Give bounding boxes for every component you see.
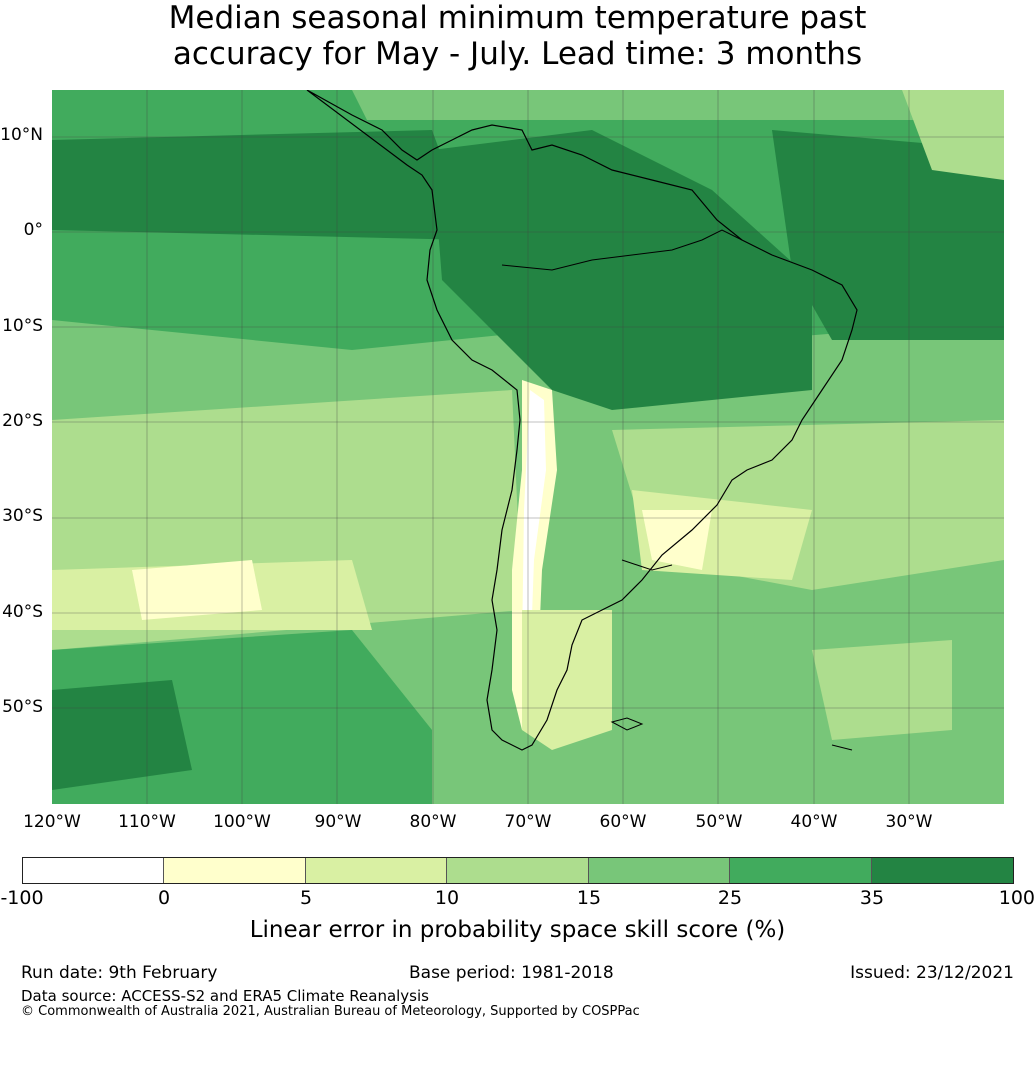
ne-light-area: [902, 90, 1004, 180]
falkland-islands: [610, 717, 644, 731]
amazon-region: [432, 130, 812, 410]
map-title: Median seasonal minimum temperature past…: [0, 0, 1035, 72]
lon-label-80w: 80°W: [409, 812, 457, 832]
lat-label-30s: 30°S: [2, 506, 43, 526]
rio-de-la-plata: [621, 559, 673, 571]
colorbar-tick-minus100: -100: [0, 887, 44, 909]
lat-label-50s: 50°S: [2, 697, 43, 717]
colorbar-segment-4: [447, 857, 589, 884]
patagonia-light: [522, 610, 612, 750]
lon-label-110w: 110°W: [118, 812, 176, 832]
lon-label-30w: 30°W: [885, 812, 933, 832]
lat-label-10s: 10°S: [2, 316, 43, 336]
south-light-east: [812, 640, 952, 740]
lat-label-0: 0°: [23, 220, 43, 240]
colorbar-segment-6: [730, 857, 872, 884]
colorbar-tick-10: 10: [434, 887, 460, 909]
lon-label-50w: 50°W: [695, 812, 743, 832]
south-georgia: [831, 744, 853, 751]
data-source: Data source: ACCESS-S2 and ERA5 Climate …: [21, 987, 429, 1005]
colorbar-segment-1: [22, 857, 164, 884]
lat-label-40s: 40°S: [2, 602, 43, 622]
colorbar-tick-100: 100: [998, 887, 1035, 909]
map-title-line2: accuracy for May - July. Lead time: 3 mo…: [172, 36, 863, 72]
lon-label-100w: 100°W: [213, 812, 271, 832]
atlantic-core: [772, 130, 1004, 340]
pale-zone-central: [132, 560, 262, 620]
colorbar-segment-3: [306, 857, 447, 884]
skill-score-map: [52, 90, 1004, 804]
colorbar-tick-35: 35: [859, 887, 885, 909]
copyright: © Commonwealth of Australia 2021, Austra…: [21, 1004, 640, 1019]
pale-zone-rio: [642, 510, 712, 570]
south-america-coastline: [306, 90, 858, 751]
nw-light-area: [52, 90, 372, 135]
tropical-core: [52, 130, 472, 240]
base-period: Base period: 1981-2018: [409, 963, 614, 983]
southern-ocean-core: [52, 680, 192, 790]
colorbar-segment-2: [164, 857, 306, 884]
lon-label-40w: 40°W: [790, 812, 838, 832]
lat-label-10n: 10°N: [0, 125, 43, 145]
map-title-line1: Median seasonal minimum temperature past: [168, 0, 867, 36]
colorbar-label: Linear error in probability space skill …: [249, 917, 786, 943]
andes-core: [522, 390, 546, 670]
run-date: Run date: 9th February: [21, 963, 218, 983]
lat-label-20s: 20°S: [2, 411, 43, 431]
colorbar-tick-5: 5: [299, 887, 313, 909]
colorbar-segment-7: [872, 857, 1014, 884]
colorbar-segment-5: [589, 857, 730, 884]
lon-label-120w: 120°W: [23, 812, 81, 832]
map-gridlines: [52, 90, 1004, 804]
colorbar-tick-25: 25: [717, 887, 743, 909]
amazon-river: [501, 229, 743, 271]
colorbar: [22, 857, 1014, 884]
colorbar-tick-0: 0: [157, 887, 171, 909]
lon-label-60w: 60°W: [599, 812, 647, 832]
lon-label-70w: 70°W: [504, 812, 552, 832]
lon-label-90w: 90°W: [314, 812, 362, 832]
colorbar-tick-15: 15: [576, 887, 602, 909]
issued-date: Issued: 23/12/2021: [850, 963, 1014, 983]
